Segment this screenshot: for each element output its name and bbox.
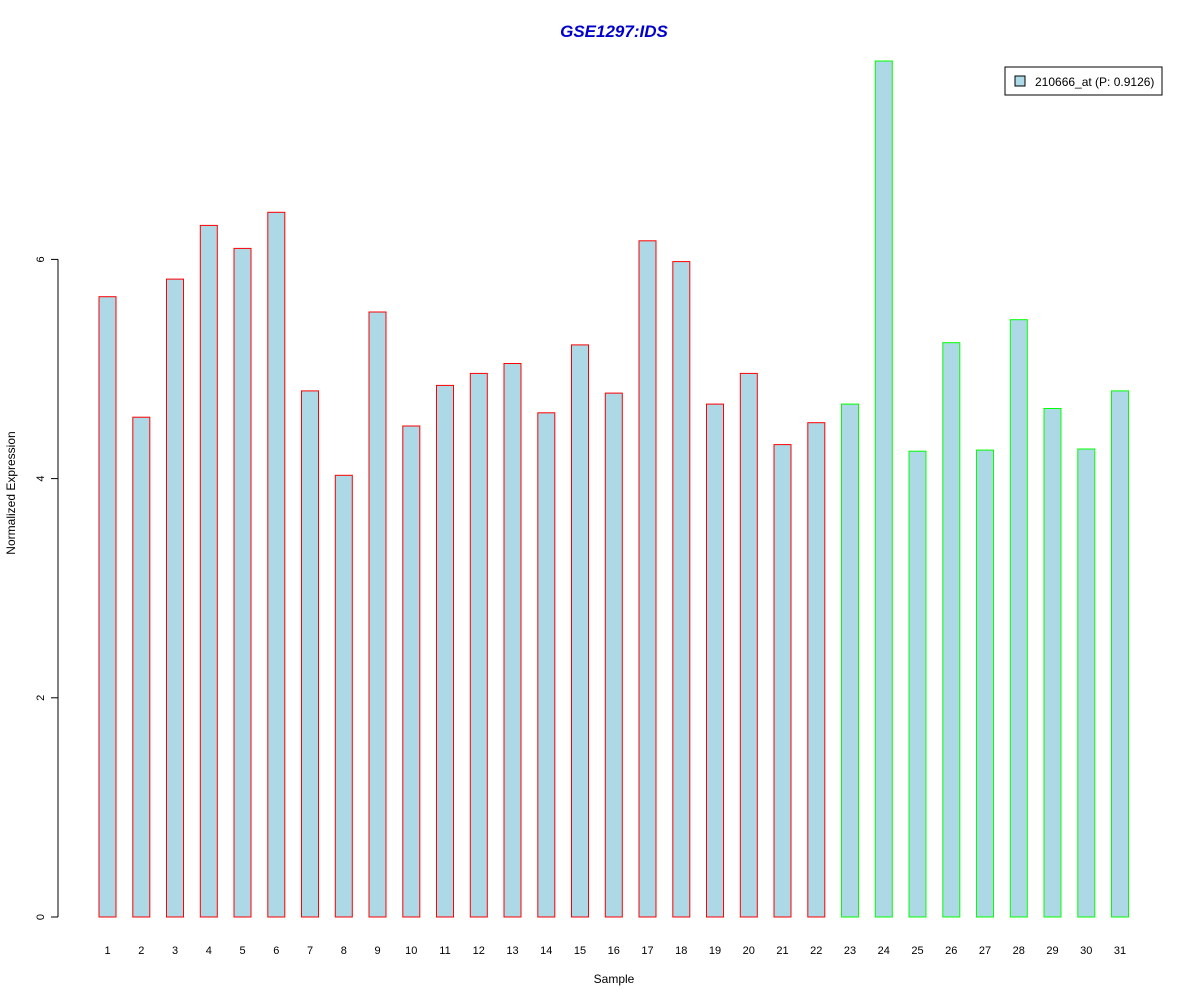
bar-sample-22 [807,422,826,918]
x-tick-label: 20 [743,945,755,957]
x-tick-label: 26 [945,945,957,957]
bar-sample-12 [469,372,488,918]
bars [98,60,1129,918]
bar-sample-10 [402,425,421,918]
legend-label: 210666_at (P: 0.9126) [1035,75,1154,89]
x-tick-label: 30 [1080,945,1092,957]
y-tick-label: 4 [35,476,47,482]
bar-sample-15 [571,344,589,918]
x-axis-label: Sample [594,972,635,986]
x-tick-label: 8 [341,945,347,957]
bar-sample-1 [98,296,117,918]
legend-swatch [1014,75,1026,87]
x-tick-label: 11 [439,945,450,957]
bar-sample-31 [1111,390,1129,918]
bar-sample-11 [436,384,454,918]
bar-sample-7 [301,390,319,918]
bar-sample-9 [368,311,387,918]
x-tick-label: 5 [239,945,245,957]
bar-sample-5 [233,247,252,918]
x-tick-label: 28 [1013,945,1025,957]
x-tick-label: 7 [307,945,313,957]
x-tick-label: 31 [1114,945,1126,957]
bar-sample-2 [132,416,151,918]
x-tick-label: 29 [1046,945,1058,957]
x-tick-label: 2 [138,945,144,957]
x-tick-label: 19 [709,945,721,957]
x-tick-label: 21 [776,945,788,957]
bar-sample-25 [908,450,927,918]
y-tick-label: 0 [35,914,47,920]
legend-box [1004,66,1163,96]
bar-sample-16 [604,392,623,918]
y-axis: 0 2 4 6 [35,256,59,920]
x-tick-label: 18 [675,945,687,957]
x-tick-label: 10 [405,945,417,957]
bar-sample-3 [166,278,184,918]
chart-title: GSE1297:IDS [560,22,668,41]
bar-sample-4 [199,224,218,918]
x-tick-label: 12 [473,945,485,957]
x-tick-label: 15 [574,945,586,957]
bar-sample-18 [672,261,691,918]
x-tick-label: 24 [878,945,890,957]
x-tick-label: 6 [273,945,279,957]
bar-sample-19 [706,403,724,918]
y-tick-label: 2 [35,695,47,701]
x-tick-label: 3 [172,945,178,957]
bar-sample-26 [942,342,961,918]
bar-sample-27 [976,449,994,918]
bar-sample-14 [537,412,556,918]
x-tick-label: 14 [540,945,552,957]
x-tick-label: 17 [641,945,653,957]
x-tick-labels: 1 2 3 4 5 6 7 8 9 10 11 12 13 14 15 16 17 18 19 20 21 22 23 24 2… [104,945,1126,957]
bar-sample-21 [773,444,792,918]
x-tick-label: 13 [506,945,518,957]
bar-sample-28 [1009,319,1028,918]
y-tick-label: 6 [35,256,47,262]
x-tick-label: 16 [608,945,620,957]
bar-sample-13 [503,363,522,918]
bar-sample-8 [334,474,353,918]
bar-sample-6 [267,211,286,918]
legend: 210666_at (P: 0.9126) [1004,66,1163,96]
x-tick-label: 27 [979,945,991,957]
bar-sample-20 [739,372,758,918]
x-tick-label: 23 [844,945,856,957]
bar-sample-17 [638,240,657,918]
x-tick-label: 4 [206,945,212,957]
x-tick-label: 25 [911,945,923,957]
x-tick-label: 1 [104,945,110,957]
bar-sample-29 [1043,408,1062,918]
x-tick-label: 9 [374,945,380,957]
bar-sample-24 [874,60,893,918]
y-axis-label: Normalized Expression [4,431,18,554]
bar-sample-30 [1077,448,1096,918]
x-tick-label: 22 [810,945,822,957]
bar-sample-23 [841,403,859,918]
